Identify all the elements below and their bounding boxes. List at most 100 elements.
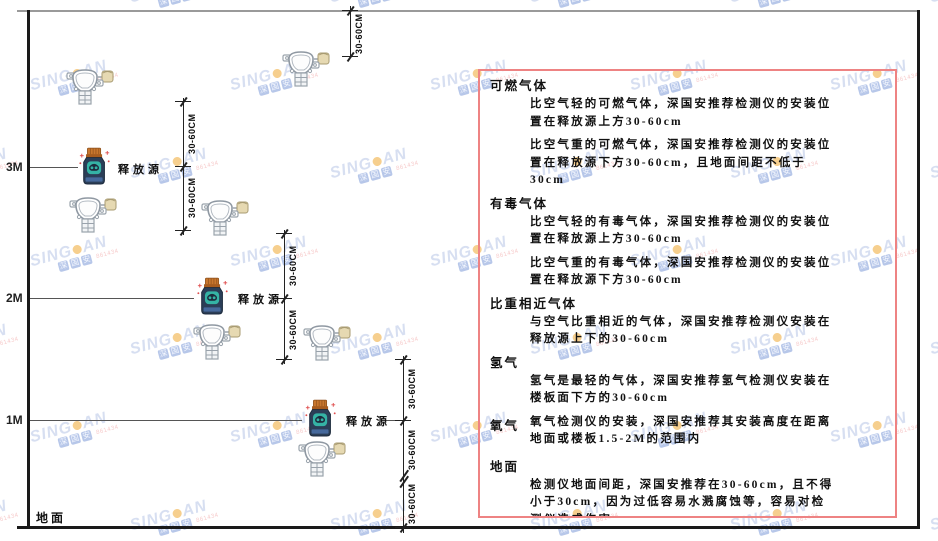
watermark-dot-icon	[371, 331, 383, 343]
section-paragraph: 与空气比重相近的气体，深国安推荐检测仪安装在释放源上下的30-60cm	[530, 315, 832, 346]
height-3m-line	[30, 167, 78, 168]
dimension-line	[403, 356, 404, 533]
watermark-square: 深	[257, 435, 270, 449]
watermark-square: 深	[457, 435, 470, 449]
section-paragraph: 比空气重的有毒气体，深国安推荐检测仪的安装位置在释放源下方30-60cm	[530, 256, 832, 287]
watermark-square: 深	[357, 347, 370, 361]
watermark-dot-icon	[371, 507, 383, 519]
section-paragraph: 氢气是最轻的气体，深国安推荐氢气检测仪安装在楼板面下方的30-60cm	[530, 374, 832, 405]
watermark-dot-icon	[171, 507, 183, 519]
dimension-line	[350, 6, 351, 58]
right-wall-line	[917, 10, 920, 529]
watermark-dot-icon	[271, 419, 283, 431]
gas-detector-icon	[69, 197, 117, 233]
release-source-label: 释放源	[346, 416, 391, 428]
watermark-square: 国	[68, 256, 82, 270]
section-title: 氧气	[490, 418, 520, 433]
height-3m-label: 3M	[6, 160, 23, 174]
section-title: 可燃气体	[490, 79, 549, 93]
watermark-square: 深	[257, 259, 270, 273]
watermark-square: 国	[268, 256, 282, 270]
ceiling-line	[17, 10, 920, 12]
dimension-label: 30-60CM	[354, 13, 364, 55]
release-source-label: 释放源	[238, 294, 283, 306]
watermark-square: 安	[180, 341, 193, 355]
watermark-square: 安	[180, 0, 193, 3]
watermark-square: 国	[368, 344, 382, 358]
dimension-label: 30-60CM	[187, 113, 197, 155]
gas-detector-icon	[201, 200, 249, 236]
section-paragraph: 氧气检测仪的安装，深国安推荐其安装高度在距离地面或楼板1.5-2M的范围内	[530, 415, 832, 446]
panel-section: 可燃气体 比空气轻的可燃气体，深国安推荐检测仪的安装位置在释放源上方30-60cm…	[490, 78, 883, 190]
dimension-label: 30-60CM	[187, 177, 197, 219]
section-title: 氢气	[490, 355, 520, 370]
watermark-square: 深	[257, 83, 270, 97]
watermark-square: 深	[357, 0, 370, 9]
watermark-square: 国	[368, 168, 382, 182]
watermark-subtext: 861434	[95, 424, 120, 437]
watermark-square: 国	[768, 0, 782, 6]
watermark-subtext: 861434	[0, 336, 20, 349]
dimension-label: 30-60CM	[407, 429, 417, 471]
watermark-subtext: 861434	[195, 160, 220, 173]
watermark-subtext: 861434	[395, 336, 420, 349]
watermark-square: 深	[57, 435, 70, 449]
gas-detector-icon	[193, 324, 241, 360]
watermark-square: 安	[80, 253, 93, 267]
height-1m-label: 1M	[6, 413, 23, 427]
watermark-square: 安	[780, 0, 793, 3]
panel-section: 氢气 氢气是最轻的气体，深国安推荐氢气检测仪安装在楼板面下方的30-60cm	[490, 355, 883, 408]
gas-detector-icon	[66, 69, 114, 105]
panel-section: 地面 检测仪地面间距，深国安推荐在30-60cm，且不得小于30cm，因为过低容易…	[490, 459, 883, 517]
watermark-square: 安	[280, 429, 293, 443]
watermark-square: 深	[157, 0, 170, 9]
watermark-square: 深	[757, 0, 770, 9]
watermark-subtext: 861434	[895, 248, 920, 261]
watermark-square: 安	[380, 341, 393, 355]
watermark-subtext: 861434	[895, 424, 920, 437]
watermark-subtext: 861434	[295, 248, 320, 261]
section-title: 比重相近气体	[490, 296, 578, 311]
watermark-dot-icon	[171, 331, 183, 343]
watermark-square: 安	[80, 429, 93, 443]
dimension-label: 30-60CM	[407, 483, 417, 525]
gas-detector-icon	[298, 441, 346, 477]
watermark-square: 深	[557, 0, 570, 9]
section-paragraph: 比空气轻的有毒气体，深国安推荐检测仪的安装位置在释放源上方30-60cm	[530, 215, 832, 246]
release-source-icon	[196, 277, 229, 315]
watermark-subtext: 861434	[895, 72, 920, 85]
gas-detector-icon	[303, 325, 351, 361]
dimension-label: 30-60CM	[407, 368, 417, 410]
watermark-square: 国	[168, 0, 182, 6]
panel-section: 氧气 氧气检测仪的安装，深国安推荐其安装高度在距离地面或楼板1.5-2M的范围内	[490, 414, 883, 449]
watermark-square: 国	[568, 0, 582, 6]
source-connector-line	[386, 420, 400, 421]
watermark-square: 国	[168, 344, 182, 358]
watermark-dot-icon	[271, 243, 283, 255]
panel-section: 比重相近气体与空气比重相近的气体，深国安推荐检测仪安装在释放源上下的30-60c…	[490, 296, 883, 349]
